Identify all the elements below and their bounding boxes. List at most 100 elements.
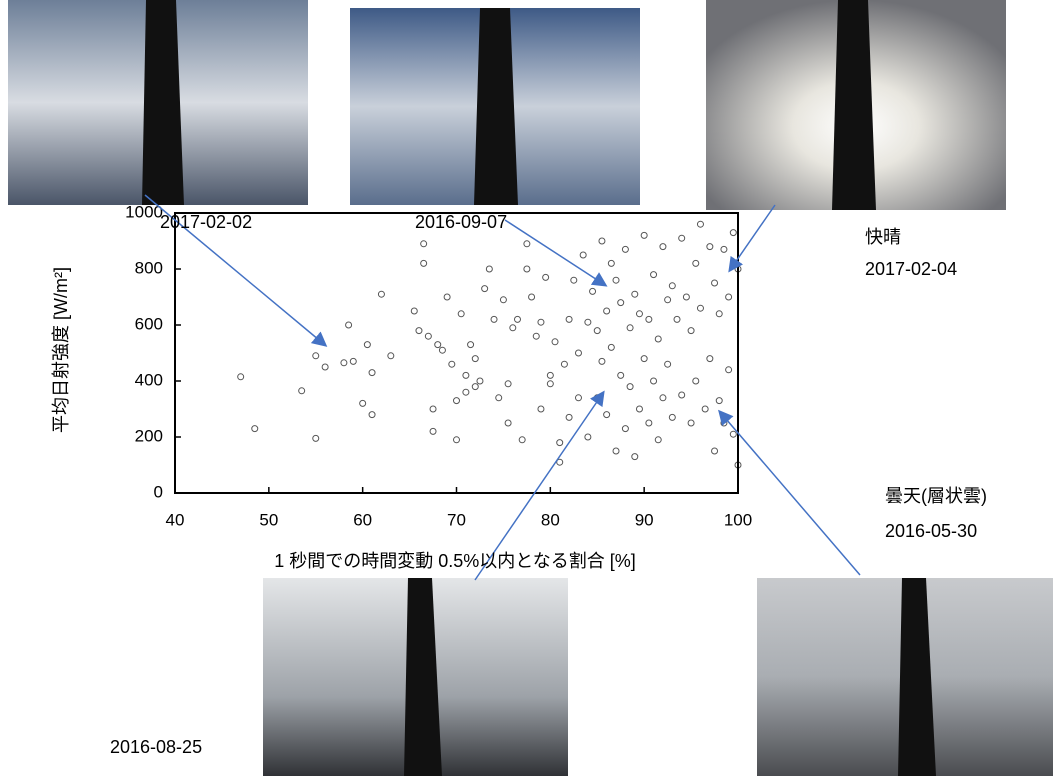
point — [621, 245, 629, 253]
x-tick-label: 100 — [724, 510, 752, 529]
point — [443, 293, 451, 301]
point — [312, 352, 320, 360]
point — [696, 304, 704, 312]
point — [650, 377, 658, 385]
point — [556, 439, 564, 447]
arrow — [504, 219, 608, 287]
annotation: 2016-05-30 — [885, 521, 977, 541]
point — [631, 453, 639, 461]
point — [467, 341, 475, 349]
point — [551, 338, 559, 346]
point — [664, 360, 672, 368]
point — [635, 405, 643, 413]
point — [725, 293, 733, 301]
point — [377, 290, 385, 298]
point — [546, 371, 554, 379]
point — [678, 391, 686, 399]
point — [664, 296, 672, 304]
point — [673, 315, 681, 323]
y-axis-label: 平均日射強度 [W/m²] — [51, 267, 71, 433]
point — [687, 327, 695, 335]
point — [706, 355, 714, 363]
point — [476, 377, 484, 385]
point — [438, 346, 446, 354]
point — [509, 324, 517, 332]
point — [711, 279, 719, 287]
y-tick-label: 600 — [135, 314, 163, 333]
point — [420, 259, 428, 267]
point — [584, 318, 592, 326]
y-tick-label: 800 — [135, 258, 163, 277]
x-axis-label: 1 秒間での時間変動 0.5%以内となる割合 [%] — [274, 551, 636, 571]
x-tick-label: 50 — [259, 510, 278, 529]
x-tick-label: 90 — [635, 510, 654, 529]
plot-frame — [174, 212, 739, 494]
point — [499, 296, 507, 304]
point — [523, 240, 531, 248]
point — [481, 285, 489, 293]
point — [453, 436, 460, 444]
point — [340, 359, 348, 367]
point — [659, 243, 667, 251]
point — [659, 394, 667, 402]
point — [565, 315, 573, 323]
point — [429, 427, 437, 435]
y-tick-label: 1000 — [125, 202, 163, 221]
point — [645, 315, 653, 323]
point — [312, 434, 320, 442]
point — [368, 369, 376, 377]
point — [251, 425, 259, 433]
point — [621, 425, 629, 433]
point — [513, 315, 521, 323]
point — [626, 324, 634, 332]
point — [490, 315, 498, 323]
point — [363, 341, 371, 349]
point — [598, 357, 606, 365]
point — [687, 419, 695, 427]
pole — [898, 578, 936, 776]
y-tick-label: 200 — [135, 426, 163, 445]
point — [528, 293, 536, 301]
point — [640, 231, 648, 239]
point — [635, 310, 643, 318]
point — [415, 327, 423, 335]
x-tick-label: 40 — [166, 510, 185, 529]
point — [537, 405, 545, 413]
point — [462, 388, 470, 396]
point — [682, 293, 690, 301]
point — [678, 234, 686, 242]
annotation: 2017-02-02 — [160, 212, 252, 232]
point — [453, 397, 460, 405]
point — [429, 405, 437, 413]
point — [631, 290, 639, 298]
pole — [142, 0, 184, 205]
point — [668, 413, 676, 421]
point — [457, 310, 465, 318]
pole — [832, 0, 876, 210]
point — [593, 327, 601, 335]
point — [715, 397, 723, 405]
point — [645, 419, 653, 427]
point — [729, 229, 737, 237]
point — [560, 360, 568, 368]
y-tick-label: 0 — [154, 482, 163, 501]
arrow — [718, 409, 861, 576]
point — [565, 413, 573, 421]
annotation: 快晴 — [865, 227, 901, 247]
point — [725, 366, 733, 374]
point — [420, 240, 428, 248]
point — [720, 419, 728, 427]
point — [518, 436, 526, 444]
point — [424, 332, 432, 340]
pole — [474, 8, 518, 205]
point — [574, 394, 582, 402]
point — [612, 276, 620, 284]
point — [589, 287, 597, 295]
arrow — [728, 204, 776, 273]
point — [612, 447, 620, 455]
point — [532, 332, 540, 340]
point — [640, 355, 648, 363]
x-tick-label: 70 — [447, 510, 466, 529]
annotation: 2016-09-07 — [415, 212, 507, 232]
